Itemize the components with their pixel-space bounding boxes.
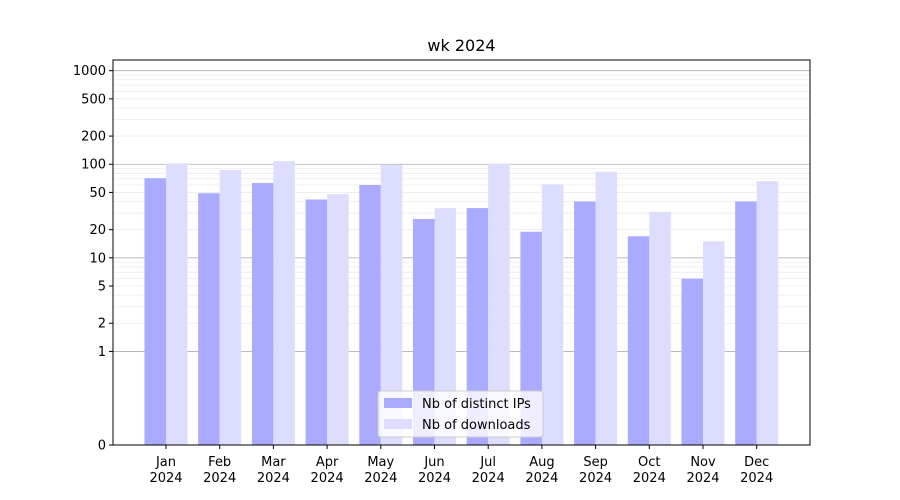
- bar-downloads: [756, 181, 779, 445]
- plot-frame: [112, 59, 811, 446]
- x-tick-label: Feb 2024: [203, 455, 236, 486]
- y-tick-label: 10: [89, 251, 106, 266]
- y-tick-label: 500: [81, 92, 106, 107]
- bar-downloads: [327, 194, 349, 445]
- x-tick-label: Apr 2024: [311, 455, 344, 486]
- bar-distinct-ips: [627, 236, 650, 445]
- bar-downloads: [595, 171, 618, 445]
- chart-title: wk 2024: [427, 36, 495, 55]
- bar-downloads: [380, 164, 403, 445]
- x-tick-label: Jun 2024: [418, 455, 451, 486]
- x-tick-label: Jan 2024: [149, 455, 182, 486]
- bar-distinct-ips: [251, 183, 274, 446]
- x-tick-label: Nov 2024: [686, 455, 719, 486]
- y-tick-label: 100: [81, 158, 106, 173]
- legend: Nb of distinct IPs Nb of downloads: [377, 390, 544, 438]
- y-tick-label: 1: [98, 345, 106, 360]
- bar-downloads: [541, 184, 564, 445]
- legend-swatch: [384, 398, 412, 408]
- x-tick-label: Mar 2024: [257, 455, 290, 486]
- bar-distinct-ips: [466, 208, 489, 445]
- bar-distinct-ips: [735, 201, 757, 445]
- bar-distinct-ips: [198, 193, 220, 445]
- y-tick-label: 20: [89, 223, 106, 238]
- legend-box: [377, 390, 544, 438]
- legend-swatch: [384, 419, 412, 429]
- y-tick-label: 1000: [73, 64, 106, 79]
- y-tick-label: 50: [89, 186, 106, 201]
- bar-distinct-ips: [305, 199, 328, 445]
- bar-downloads: [488, 163, 510, 445]
- bar-downloads: [219, 169, 242, 445]
- bar-distinct-ips: [413, 218, 435, 445]
- legend-label: Nb of distinct IPs: [422, 397, 531, 412]
- x-tick-label: Sep 2024: [579, 455, 612, 486]
- y-tick-label: 2: [98, 317, 106, 332]
- x-tick-label: Jul 2024: [472, 455, 505, 486]
- legend-label: Nb of downloads: [422, 418, 531, 433]
- y-tick-label: 5: [98, 280, 106, 295]
- y-tick-label: 200: [81, 130, 106, 145]
- axis-layer: 0 1 2 5 10 20 50 100 200 500 1000 Jan 2024 Feb 2024 Mar…: [73, 64, 773, 486]
- x-tick-label: Oct 2024: [633, 455, 666, 486]
- bar-distinct-ips: [574, 201, 596, 445]
- x-tick-label: Dec 2024: [740, 455, 773, 486]
- bar-downloads: [273, 161, 295, 445]
- bar-distinct-ips: [681, 278, 703, 445]
- x-tick-label: Aug 2024: [525, 455, 558, 486]
- x-tick-label: May 2024: [364, 455, 397, 486]
- y-tick-label: 0: [98, 439, 106, 454]
- bars-layer: [144, 161, 779, 446]
- bar-downloads: [434, 208, 456, 445]
- bar-distinct-ips: [144, 178, 166, 445]
- bar-distinct-ips: [359, 185, 381, 445]
- bar-downloads: [703, 241, 725, 445]
- bar-downloads: [649, 211, 671, 445]
- bar-downloads: [166, 163, 188, 445]
